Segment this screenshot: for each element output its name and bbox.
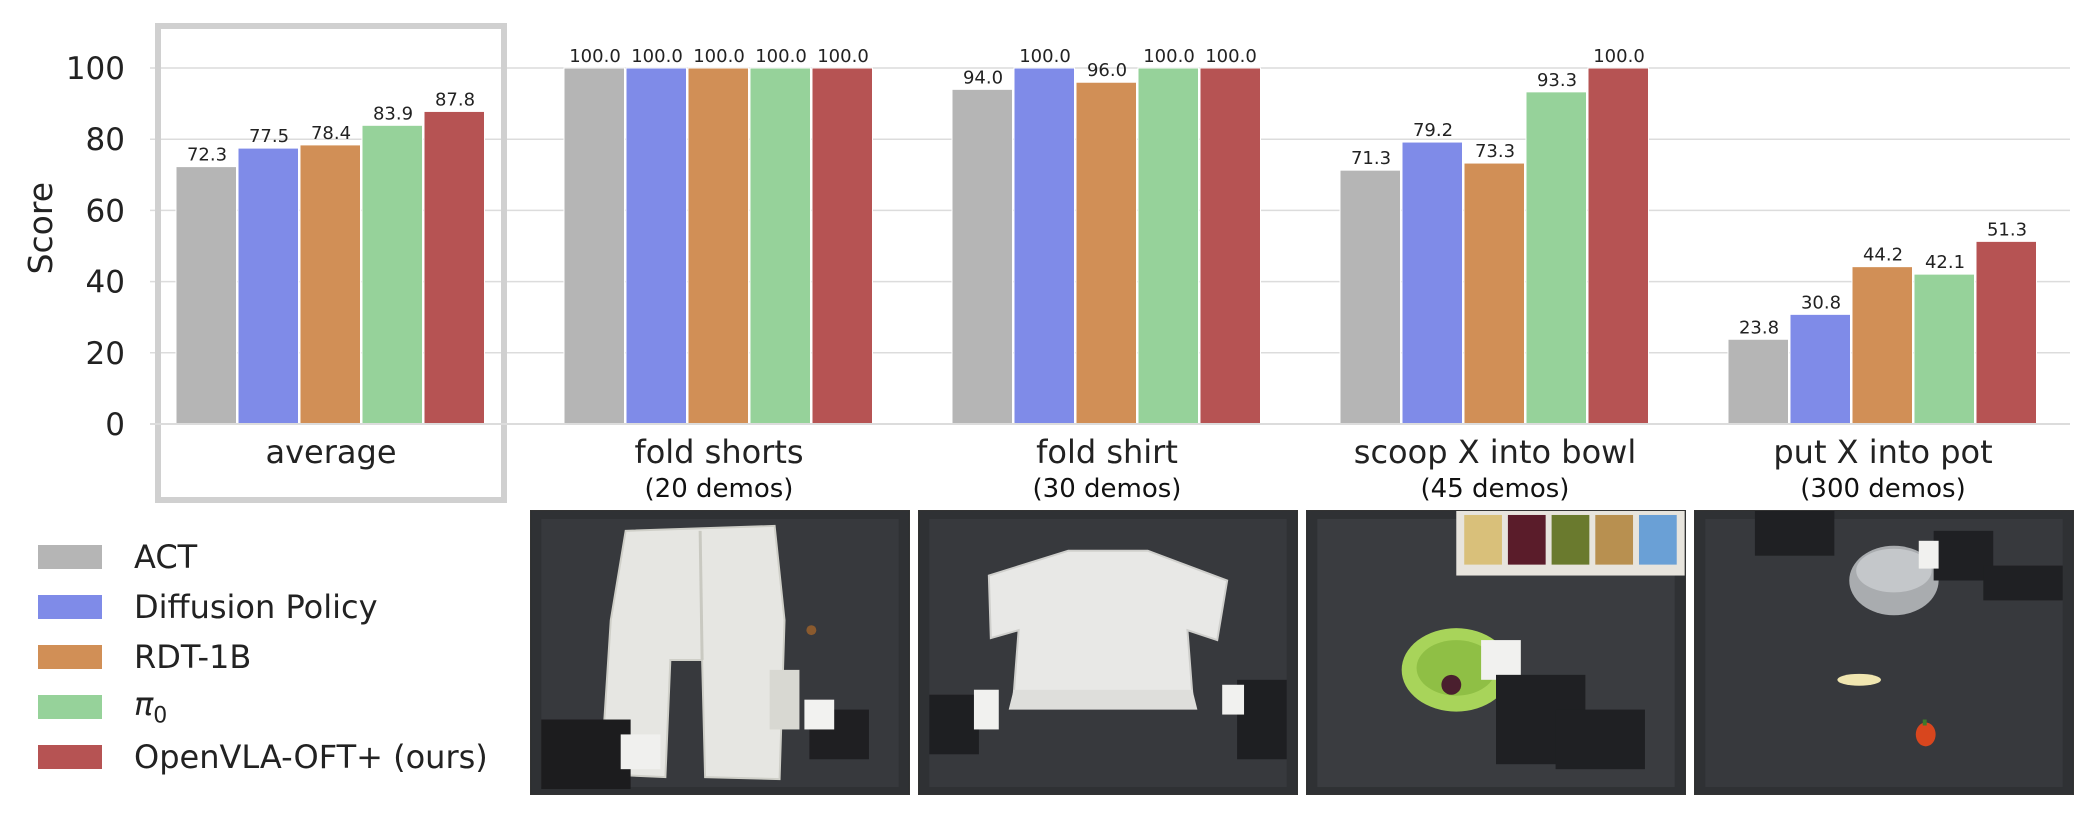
- fold-shirt-illustration: [919, 511, 1297, 794]
- bar-value-label: 100.0: [1593, 46, 1645, 67]
- y-tick-label: 100: [66, 51, 125, 87]
- y-tick-label: 0: [105, 407, 125, 443]
- bar: [1975, 240, 2037, 425]
- category-label: fold shorts: [634, 433, 803, 471]
- legend-swatch-pi0: [38, 695, 102, 719]
- put-x-into-pot-photo: [1694, 510, 2074, 795]
- y-tick-label: 80: [86, 122, 125, 158]
- bar: [625, 67, 687, 425]
- bar-value-label: 100.0: [693, 46, 745, 67]
- bar-value-label: 100.0: [1205, 46, 1257, 67]
- bar: [1525, 91, 1587, 425]
- legend-item-diffusion-policy: Diffusion Policy: [38, 582, 488, 632]
- bar-value-label: 78.4: [311, 123, 351, 144]
- bar-value-label: 100.0: [1019, 46, 1071, 67]
- bar-value-label: 42.1: [1925, 252, 1965, 273]
- bar: [951, 88, 1013, 425]
- bar: [1727, 338, 1789, 425]
- legend-swatch-openvla-oft: [38, 745, 102, 769]
- bar-value-label: 94.0: [963, 67, 1003, 88]
- bar-value-label: 77.5: [249, 126, 289, 147]
- bar-value-label: 100.0: [817, 46, 869, 67]
- bar: [361, 124, 423, 425]
- bar: [1463, 162, 1525, 425]
- y-axis-label: Score: [21, 182, 60, 274]
- bar: [1075, 81, 1137, 425]
- fold-shorts-illustration: [531, 511, 909, 794]
- bar: [1401, 141, 1463, 425]
- category-sublabel: (45 demos): [1421, 474, 1570, 504]
- legend-label-diffusion-policy: Diffusion Policy: [134, 588, 378, 626]
- bar-value-label: 100.0: [1143, 46, 1195, 67]
- legend-item-openvla-oft: OpenVLA-OFT+ (ours): [38, 732, 488, 782]
- bar-value-label: 79.2: [1413, 120, 1453, 141]
- fold-shirt-photo: [918, 510, 1298, 795]
- bar: [1137, 67, 1199, 425]
- bar-value-label: 23.8: [1739, 317, 1779, 338]
- legend-label-rdt-1b: RDT-1B: [134, 638, 252, 676]
- scoop-x-into-bowl-illustration: [1307, 511, 1685, 794]
- bar: [811, 67, 873, 425]
- bar: [423, 110, 485, 425]
- category-label: average: [266, 433, 397, 471]
- scoop-x-into-bowl-photo: [1306, 510, 1686, 795]
- legend-label-pi0: π0: [134, 685, 168, 729]
- legend-item-act: ACT: [38, 532, 488, 582]
- legend-label-act: ACT: [134, 538, 198, 576]
- bar-value-label: 96.0: [1087, 60, 1127, 81]
- bar-value-label: 87.8: [435, 89, 475, 110]
- bar: [1013, 67, 1075, 425]
- bar: [299, 144, 361, 425]
- bar-value-label: 83.9: [373, 103, 413, 124]
- y-tick-label: 60: [86, 193, 125, 229]
- legend-swatch-diffusion-policy: [38, 595, 102, 619]
- bar: [563, 67, 625, 425]
- bar: [1199, 67, 1261, 425]
- bar-value-label: 73.3: [1475, 141, 1515, 162]
- category-label: fold shirt: [1036, 433, 1178, 471]
- bar-value-label: 51.3: [1987, 219, 2027, 240]
- category-label: scoop X into bowl: [1354, 433, 1636, 471]
- bar: [175, 166, 237, 425]
- highlight-box: [155, 23, 507, 503]
- bar: [1339, 169, 1401, 425]
- y-tick-label: 40: [86, 265, 125, 301]
- bar-value-label: 44.2: [1863, 245, 1903, 266]
- bar-value-label: 100.0: [631, 46, 683, 67]
- legend-swatch-rdt-1b: [38, 645, 102, 669]
- legend-swatch-act: [38, 545, 102, 569]
- fold-shorts-photo: [530, 510, 910, 795]
- legend-item-rdt-1b: RDT-1B: [38, 632, 488, 682]
- bar-value-label: 30.8: [1801, 292, 1841, 313]
- bar: [1851, 266, 1913, 425]
- put-x-into-pot-illustration: [1695, 511, 2073, 794]
- bar: [237, 147, 299, 425]
- bar: [749, 67, 811, 425]
- bar-value-label: 72.3: [187, 145, 227, 166]
- category-label: put X into pot: [1773, 433, 1992, 471]
- y-tick-label: 20: [86, 336, 125, 372]
- bar: [1789, 313, 1851, 425]
- bar: [687, 67, 749, 425]
- category-sublabel: (30 demos): [1033, 474, 1182, 504]
- category-sublabel: (300 demos): [1800, 474, 1965, 504]
- bar-value-label: 100.0: [569, 46, 621, 67]
- bar: [1913, 273, 1975, 425]
- bar-value-label: 100.0: [755, 46, 807, 67]
- bar-value-label: 93.3: [1537, 70, 1577, 91]
- legend: ACT Diffusion Policy RDT-1B π0 OpenVLA-O…: [38, 532, 488, 782]
- bar-value-label: 71.3: [1351, 148, 1391, 169]
- bar: [1587, 67, 1649, 425]
- legend-label-openvla-oft: OpenVLA-OFT+ (ours): [134, 738, 488, 776]
- category-sublabel: (20 demos): [645, 474, 794, 504]
- legend-item-pi0: π0: [38, 682, 488, 732]
